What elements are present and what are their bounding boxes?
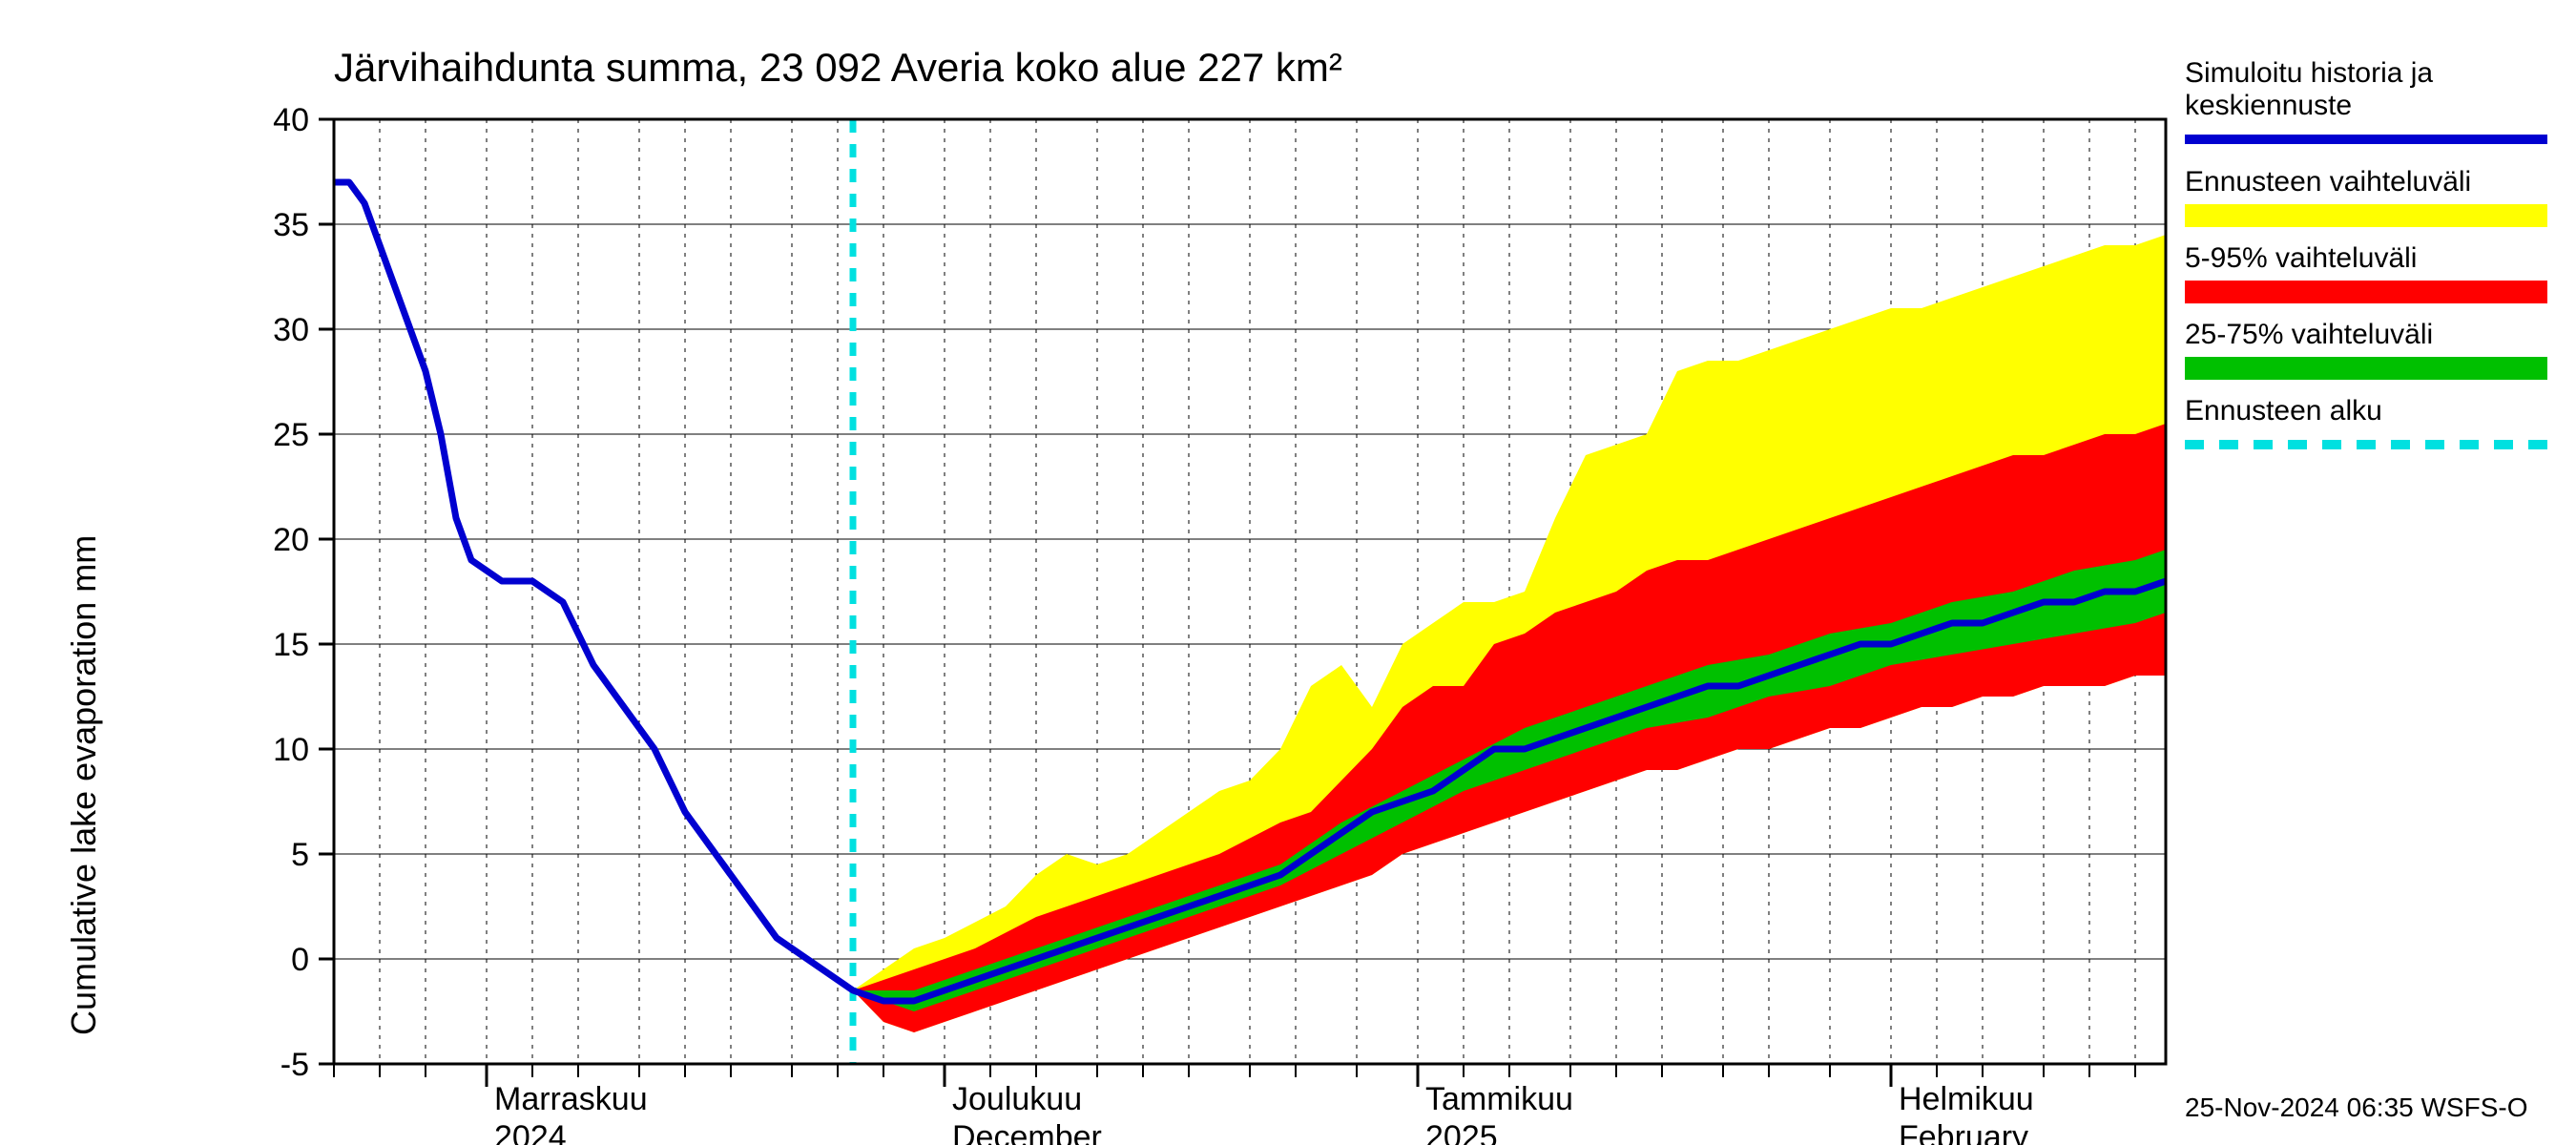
chart-container: -50510152025303540Marraskuu2024JoulukuuD… xyxy=(0,0,2576,1145)
svg-text:20: 20 xyxy=(273,522,309,558)
svg-text:10: 10 xyxy=(273,732,309,768)
svg-text:keskiennuste: keskiennuste xyxy=(2185,90,2352,121)
svg-text:Ennusteen alku: Ennusteen alku xyxy=(2185,395,2382,427)
svg-text:5-95% vaihteluväli: 5-95% vaihteluväli xyxy=(2185,242,2417,274)
y-axis-label: Cumulative lake evaporation mm xyxy=(64,535,103,1035)
chart-title: Järvihaihdunta summa, 23 092 Averia koko… xyxy=(334,45,1342,90)
svg-text:2025: 2025 xyxy=(1425,1119,1498,1145)
svg-text:25-75% vaihteluväli: 25-75% vaihteluväli xyxy=(2185,319,2433,350)
svg-text:40: 40 xyxy=(273,102,309,138)
svg-text:Helmikuu: Helmikuu xyxy=(1899,1081,2034,1117)
svg-text:Ennusteen vaihteluväli: Ennusteen vaihteluväli xyxy=(2185,166,2471,198)
svg-text:5: 5 xyxy=(291,837,309,873)
svg-text:Joulukuu: Joulukuu xyxy=(952,1081,1082,1117)
svg-text:35: 35 xyxy=(273,207,309,243)
svg-text:February: February xyxy=(1899,1119,2028,1145)
svg-text:0: 0 xyxy=(291,942,309,978)
svg-text:15: 15 xyxy=(273,627,309,663)
svg-text:30: 30 xyxy=(273,312,309,348)
svg-text:-5: -5 xyxy=(280,1047,309,1083)
svg-text:25: 25 xyxy=(273,417,309,453)
svg-text:Simuloitu historia ja: Simuloitu historia ja xyxy=(2185,57,2433,89)
svg-text:December: December xyxy=(952,1119,1102,1145)
chart-svg: -50510152025303540Marraskuu2024JoulukuuD… xyxy=(0,0,2576,1145)
chart-footer: 25-Nov-2024 06:35 WSFS-O xyxy=(2185,1093,2528,1122)
svg-text:Tammikuu: Tammikuu xyxy=(1425,1081,1573,1117)
svg-text:2024: 2024 xyxy=(494,1119,567,1145)
svg-text:Marraskuu: Marraskuu xyxy=(494,1081,648,1117)
